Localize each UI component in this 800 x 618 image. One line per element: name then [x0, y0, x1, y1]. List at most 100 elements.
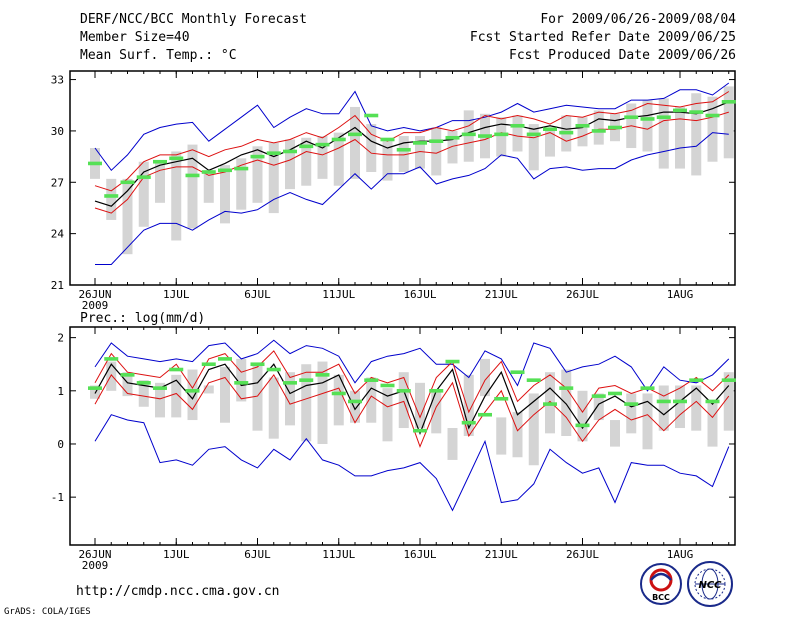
temp-median-marker	[348, 132, 362, 137]
prec-box	[723, 372, 734, 431]
prec-median-marker	[689, 378, 704, 382]
temp-box	[106, 178, 117, 220]
prec-median-marker	[315, 373, 330, 377]
prec-median-marker	[543, 402, 557, 406]
temp-box	[691, 93, 702, 176]
temp-box	[366, 124, 377, 173]
temp-xtick-label: 21JUL	[485, 288, 518, 301]
temp-xtick-year: 2009	[82, 299, 109, 312]
prec-median-marker	[266, 367, 281, 372]
prec-box	[496, 417, 507, 455]
prec-xtick-label: 1JUL	[163, 548, 190, 561]
prec-box	[301, 364, 312, 442]
prec-box	[187, 369, 198, 421]
prec-box	[220, 366, 230, 423]
temp-median-marker	[721, 100, 736, 104]
temp-median-marker	[543, 127, 557, 132]
temp-spread-upper-line	[94, 91, 730, 192]
temp-box	[122, 178, 133, 255]
temp-median-marker	[169, 156, 184, 161]
variable-label-prec: Prec.: log(mm/d)	[80, 311, 205, 326]
figure-title: DERF/NCC/BCC Monthly Forecast	[80, 12, 307, 27]
temp-box	[528, 124, 539, 171]
footer-url[interactable]: http://cmdp.ncc.cma.gov.cn	[76, 584, 280, 599]
prec-median-marker	[299, 378, 314, 382]
temp-box	[220, 165, 230, 224]
temp-plot-frame	[69, 70, 736, 286]
prec-median-marker	[526, 378, 541, 382]
prec-median-marker	[624, 402, 639, 406]
prec-box	[626, 393, 637, 434]
forecast-period-label: For 2009/06/26-2009/08/04	[540, 12, 736, 27]
prec-ytick-label: 2	[57, 332, 64, 345]
prec-median-marker	[218, 357, 232, 361]
temp-spread-lower-line	[94, 111, 729, 214]
temp-median-marker	[153, 159, 167, 164]
temp-box	[285, 139, 295, 190]
temp-box	[593, 110, 604, 145]
prec-median-marker	[656, 399, 671, 404]
prec-median-marker	[591, 394, 606, 398]
temp-median-marker	[445, 135, 460, 140]
prec-box	[350, 390, 360, 423]
prec-xtick-year: 2009	[82, 559, 109, 572]
prec-median-marker	[201, 362, 216, 367]
temp-box	[382, 141, 393, 181]
temp-box	[138, 161, 149, 227]
prec-box	[463, 374, 474, 436]
temp-median-marker	[689, 110, 704, 114]
ncc-logo: NCC	[687, 561, 733, 607]
prec-box	[317, 361, 328, 444]
member-size-label: Member Size=40	[80, 30, 190, 45]
prec-median-marker	[413, 428, 427, 433]
temp-xtick-label: 16JUL	[403, 288, 436, 301]
temp-box	[496, 117, 507, 157]
prec-median-marker	[380, 383, 395, 388]
temp-box	[171, 151, 182, 241]
temp-ytick-label: 24	[51, 228, 65, 241]
prec-median-marker	[364, 378, 379, 382]
temp-median-marker	[656, 115, 671, 120]
prec-box	[480, 358, 490, 397]
prec-box	[398, 372, 409, 429]
prec-median-marker	[429, 389, 444, 393]
prec-median-marker	[88, 386, 102, 390]
temp-box	[236, 158, 247, 210]
prec-median-marker	[348, 399, 362, 404]
temp-box	[268, 142, 279, 214]
temperature-chart: 21 24 27 30 33 26JUN 1JUL 6JUL 11JUL 16JUL 21JUL 26…	[51, 70, 736, 312]
prec-box	[447, 428, 458, 460]
temp-ytick-label: 33	[51, 74, 64, 87]
temp-box	[350, 106, 360, 179]
prec-box	[691, 385, 702, 431]
prec-median-marker	[461, 420, 476, 425]
prec-ytick-label: 0	[57, 438, 64, 451]
prec-box	[122, 372, 133, 397]
prec-box	[512, 412, 523, 458]
temp-box	[658, 98, 669, 169]
prec-median-marker	[169, 367, 184, 372]
prec-median-marker	[721, 378, 736, 382]
prec-ytick-label: 1	[57, 385, 64, 398]
temp-median-marker	[608, 125, 622, 130]
precipitation-chart: -1 0 1 2 26JUN 1JUL 6JUL 11JUL 16JUL 21JUL 26JUL 1A…	[51, 326, 736, 572]
prec-box	[106, 361, 117, 391]
temp-median-marker	[283, 149, 297, 154]
bcc-logo-text: BCC	[652, 593, 670, 602]
temp-box	[415, 136, 425, 169]
temp-median-marker	[104, 194, 119, 198]
prec-box	[577, 390, 588, 442]
prec-median-marker	[120, 373, 135, 377]
prec-box	[333, 374, 344, 426]
temp-envelope-min-line	[94, 82, 730, 172]
temp-median-marker	[429, 139, 444, 143]
prec-median-marker	[478, 412, 492, 417]
temp-median-marker	[299, 144, 314, 149]
temp-median-marker	[559, 130, 574, 135]
temp-box	[398, 136, 409, 173]
temp-xtick-label: 1AUG	[667, 288, 694, 301]
prec-box	[658, 385, 669, 431]
prec-median-marker	[331, 391, 346, 396]
temp-box	[203, 170, 214, 203]
